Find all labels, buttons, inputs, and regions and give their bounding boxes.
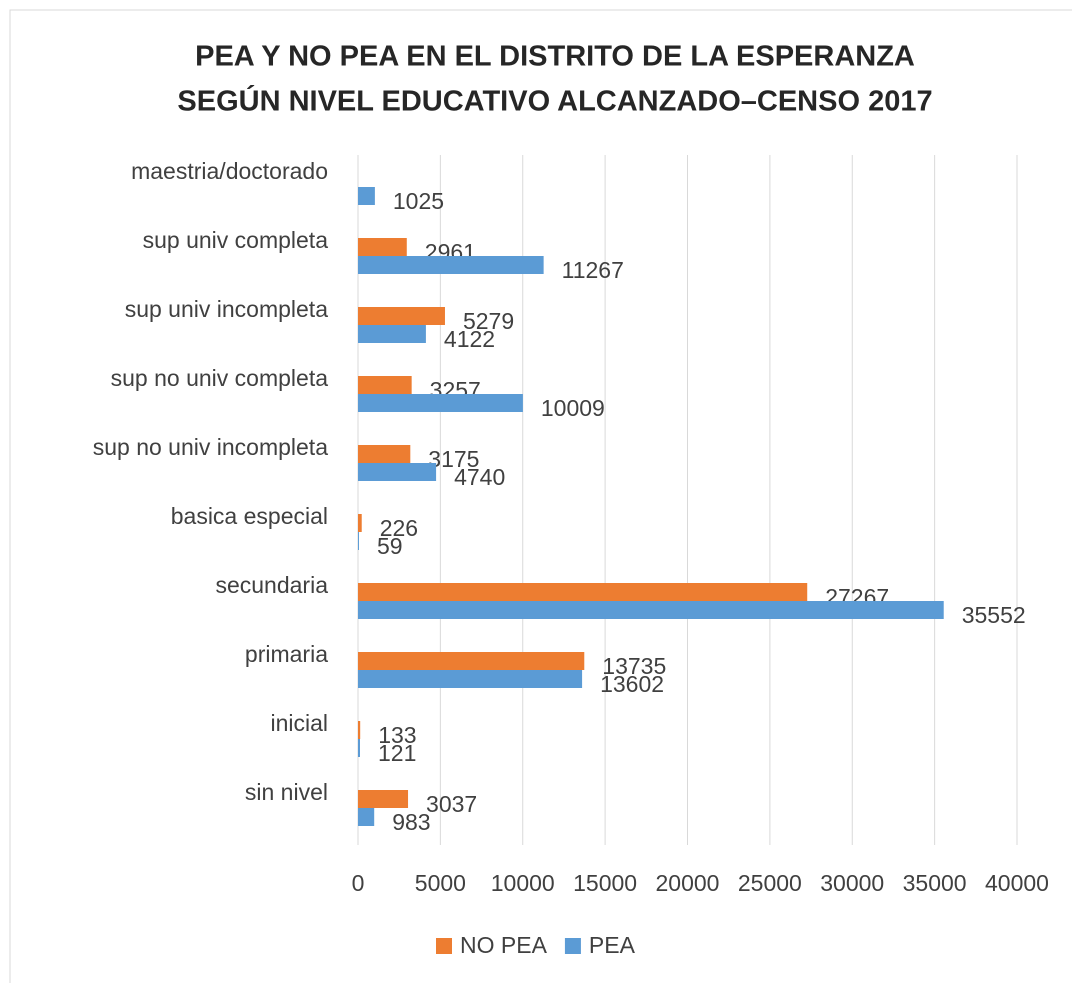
- bar: [358, 445, 411, 463]
- data-label: 121: [378, 740, 416, 766]
- data-label: 59: [377, 533, 403, 559]
- bar: [358, 583, 808, 601]
- bar: [358, 376, 412, 394]
- bar: [358, 670, 583, 688]
- data-label: 3175: [428, 446, 479, 472]
- legend-label: PEA: [589, 932, 636, 958]
- data-label: 4122: [444, 326, 495, 352]
- bar: [358, 325, 426, 343]
- y-tick-label: sup univ completa: [143, 227, 329, 253]
- bar: [358, 238, 407, 256]
- data-label: 35552: [962, 602, 1026, 628]
- y-tick-label: maestria/doctorado: [131, 158, 328, 184]
- data-label: 11267: [562, 257, 624, 283]
- chart-frame: [9, 9, 1072, 983]
- bar: [358, 187, 375, 205]
- data-label: 13602: [600, 671, 664, 697]
- x-tick-label: 5000: [415, 870, 466, 896]
- bar: [358, 790, 409, 808]
- data-label: 226: [380, 515, 418, 541]
- y-tick-label: sup no univ incompleta: [93, 434, 328, 460]
- bar: [358, 739, 360, 757]
- x-tick-label: 40000: [985, 870, 1049, 896]
- x-tick-label: 25000: [738, 870, 802, 896]
- y-tick-label: sup no univ completa: [111, 365, 329, 391]
- bar: [358, 601, 944, 619]
- bar: [358, 808, 375, 826]
- x-tick-label: 10000: [491, 870, 555, 896]
- data-label: 13735: [602, 653, 666, 679]
- data-label: 3037: [426, 791, 477, 817]
- data-label: 5279: [463, 308, 514, 334]
- legend-swatch: [564, 938, 581, 954]
- x-tick-label: 0: [352, 870, 365, 896]
- bar: [358, 532, 359, 550]
- x-tick-label: 35000: [903, 870, 967, 896]
- x-tick-label: 20000: [656, 870, 720, 896]
- legend-label: NO PEA: [460, 932, 548, 958]
- data-label: 4740: [454, 464, 505, 490]
- data-label: 10009: [541, 395, 605, 421]
- y-tick-label: inicial: [270, 710, 328, 736]
- data-label: 133: [378, 722, 416, 748]
- chart-title: PEA Y NO PEA EN EL DISTRITO DE LA ESPERA…: [195, 41, 915, 73]
- bar: [358, 652, 585, 670]
- data-label: 1025: [393, 188, 444, 214]
- bar: [358, 463, 437, 481]
- y-tick-label: sin nivel: [245, 779, 328, 805]
- y-tick-label: primaria: [245, 641, 328, 667]
- chart-title: SEGÚN NIVEL EDUCATIVO ALCANZADO–CENSO 20…: [177, 84, 932, 118]
- x-tick-label: 30000: [820, 870, 884, 896]
- bar: [358, 256, 544, 274]
- y-tick-label: basica especial: [171, 503, 328, 529]
- bar: [358, 721, 361, 739]
- y-tick-label: secundaria: [215, 572, 328, 598]
- legend-swatch: [436, 938, 452, 954]
- y-tick-label: sup univ incompleta: [125, 296, 328, 322]
- bar: [358, 514, 362, 532]
- x-tick-label: 15000: [573, 870, 637, 896]
- bar: [358, 307, 445, 325]
- data-label: 983: [392, 809, 430, 835]
- bar: [358, 394, 523, 412]
